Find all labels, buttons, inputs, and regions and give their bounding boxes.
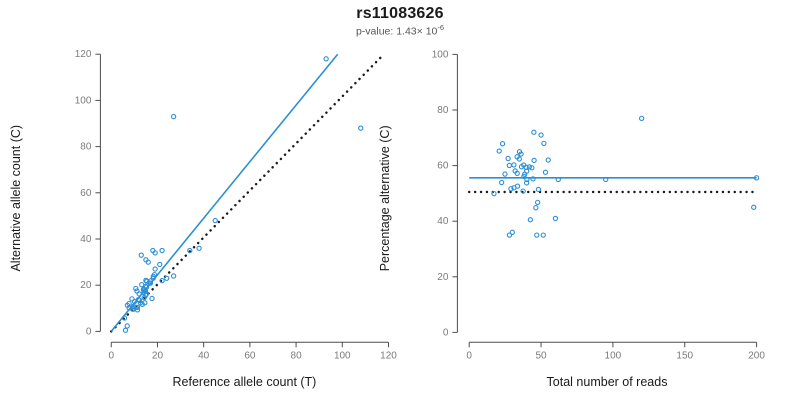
svg-text:Total number of reads: Total number of reads: [547, 375, 668, 389]
svg-text:100: 100: [432, 49, 449, 60]
svg-text:0: 0: [86, 326, 92, 337]
svg-text:50: 50: [535, 350, 547, 361]
svg-text:80: 80: [80, 142, 92, 153]
svg-text:0: 0: [443, 327, 449, 338]
svg-text:Reference allele count (T): Reference allele count (T): [173, 375, 317, 389]
svg-text:100: 100: [605, 350, 622, 361]
svg-text:40: 40: [437, 216, 449, 227]
svg-text:120: 120: [75, 49, 92, 60]
svg-text:80: 80: [437, 105, 449, 116]
svg-text:20: 20: [152, 350, 164, 361]
svg-text:20: 20: [437, 272, 449, 283]
svg-text:0: 0: [466, 350, 472, 361]
svg-text:60: 60: [437, 161, 449, 172]
svg-text:150: 150: [676, 350, 693, 361]
svg-text:100: 100: [75, 95, 92, 106]
svg-text:100: 100: [334, 350, 351, 361]
svg-text:60: 60: [244, 350, 256, 361]
svg-text:Alternative allele count (C): Alternative allele count (C): [9, 125, 23, 272]
svg-text:Percentage alternative (C): Percentage alternative (C): [378, 125, 392, 271]
svg-text:120: 120: [380, 350, 397, 361]
svg-text:80: 80: [291, 350, 303, 361]
svg-text:20: 20: [80, 280, 92, 291]
svg-text:0: 0: [108, 350, 114, 361]
svg-text:60: 60: [80, 188, 92, 199]
svg-text:200: 200: [748, 350, 765, 361]
svg-text:40: 40: [80, 234, 92, 245]
svg-text:40: 40: [198, 350, 210, 361]
